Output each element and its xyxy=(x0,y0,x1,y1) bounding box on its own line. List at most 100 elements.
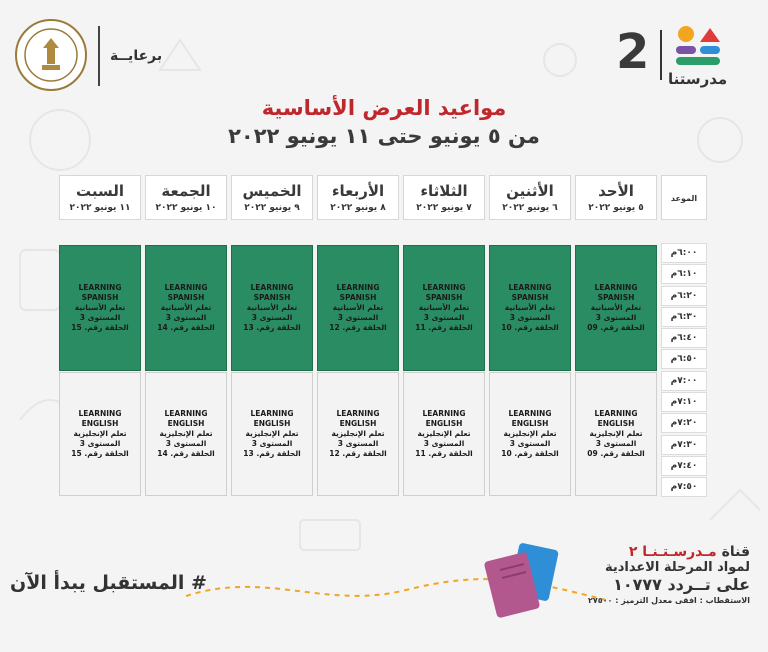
program-episode: الحلقة رقم. 10 xyxy=(501,323,559,332)
program-title-ar: تعلم الأسبانية xyxy=(74,303,126,312)
day-name: الثلاثاء xyxy=(420,182,468,200)
program-title-ar: تعلم الإنجليزية xyxy=(331,429,385,438)
program-episode: الحلقة رقم. 14 xyxy=(157,323,215,332)
program-episode: الحلقة رقم. 10 xyxy=(501,449,559,458)
program-block-spanish: LEARNING SPANISH تعلم الأسبانية المستوى … xyxy=(317,245,399,371)
dashed-path-decoration xyxy=(186,578,606,601)
time-slot: ٦:٤٠م xyxy=(661,328,707,349)
program-level: المستوى 3 xyxy=(79,313,121,322)
day-name: الأحد xyxy=(598,182,634,200)
program-episode: الحلقة رقم. 11 xyxy=(415,449,473,458)
program-block-spanish: LEARNING SPANISH تعلم الأسبانية المستوى … xyxy=(59,245,141,371)
program-level: المستوى 3 xyxy=(165,313,207,322)
program-title-en: LEARNING SPANISH xyxy=(336,283,380,302)
reception-info: الاستقطاب : افقى معدل الترميز : ٢٧٥٠٠ xyxy=(587,596,750,605)
program-title-ar: تعلم الإنجليزية xyxy=(589,429,643,438)
time-slot: ٦:١٠م xyxy=(661,264,707,285)
day-date: ٦ يونيو ٢٠٢٢ xyxy=(502,203,558,213)
day-name: الأثنين xyxy=(506,182,554,200)
time-slot: ٧:٤٠م xyxy=(661,455,707,476)
logo-wordmark: مدرستنا xyxy=(668,70,728,88)
program-block-english: LEARNING ENGLISH تعلم الإنجليزية المستوى… xyxy=(231,372,313,496)
time-slot: ٧:٠٠م xyxy=(661,370,707,391)
day-date: ١٠ يونيو ٢٠٢٢ xyxy=(155,203,217,213)
program-title-en: LEARNING ENGLISH xyxy=(336,409,380,428)
sponsor-divider xyxy=(98,26,100,86)
channel-subjects: لمواد المرحلة الاعدادية xyxy=(604,560,750,575)
program-level: المستوى 3 xyxy=(509,313,551,322)
program-title-en: LEARNING SPANISH xyxy=(78,283,122,302)
program-title-ar: تعلم الأسبانية xyxy=(332,303,384,312)
sponsor-label: برعايــة xyxy=(110,48,163,64)
program-level: المستوى 3 xyxy=(423,313,465,322)
program-episode: الحلقة رقم. 13 xyxy=(243,323,301,332)
program-block-english: LEARNING ENGLISH تعلم الإنجليزية المستوى… xyxy=(575,372,657,496)
logo-number: 2 xyxy=(616,24,650,80)
program-title-en: LEARNING ENGLISH xyxy=(78,409,122,428)
program-episode: الحلقة رقم. 12 xyxy=(329,449,387,458)
logo-divider xyxy=(660,30,662,80)
time-slot: ٧:٢٠م xyxy=(661,413,707,434)
program-block-english: LEARNING ENGLISH تعلم الإنجليزية المستوى… xyxy=(403,372,485,496)
time-slot: ٧:١٠م xyxy=(661,392,707,413)
program-block-spanish: LEARNING SPANISH تعلم الأسبانية المستوى … xyxy=(145,245,227,371)
day-header-friday: الجمعة ١٠ يونيو ٢٠٢٢ xyxy=(145,175,227,220)
channel-name-line: قناة مـدرسـتـنـا ٢ xyxy=(580,544,750,560)
time-column: ٦:٠٠م ٦:١٠م ٦:٢٠م ٦:٣٠م ٦:٤٠م ٦:٥٠م ٧:٠٠… xyxy=(661,243,707,499)
day-header-sunday: الأحد ٥ يونيو ٢٠٢٢ xyxy=(575,175,657,220)
program-block-english: LEARNING ENGLISH تعلم الإنجليزية المستوى… xyxy=(317,372,399,496)
program-level: المستوى 3 xyxy=(165,439,207,448)
day-header-saturday: السبت ١١ يونيو ٢٠٢٢ xyxy=(59,175,141,220)
program-block-spanish: LEARNING SPANISH تعلم الأسبانية المستوى … xyxy=(231,245,313,371)
program-episode: الحلقة رقم. 12 xyxy=(329,323,387,332)
program-block-english: LEARNING ENGLISH تعلم الإنجليزية المستوى… xyxy=(145,372,227,496)
program-level: المستوى 3 xyxy=(595,313,637,322)
hashtag-slogan: # المستقبل يبدأ الآن xyxy=(10,572,207,594)
day-name: الجمعة xyxy=(161,182,211,200)
program-block-spanish: LEARNING SPANISH تعلم الأسبانية المستوى … xyxy=(403,245,485,371)
day-date: ٨ يونيو ٢٠٢٢ xyxy=(330,203,386,213)
program-level: المستوى 3 xyxy=(595,439,637,448)
program-episode: الحلقة رقم. 14 xyxy=(157,449,215,458)
books-icon xyxy=(484,543,559,618)
channel-prefix: قناة xyxy=(716,544,750,560)
program-title-en: LEARNING ENGLISH xyxy=(250,409,294,428)
program-title-ar: تعلم الإنجليزية xyxy=(417,429,471,438)
page-subtitle: من ٥ يونيو حتى ١١ يونيو ٢٠٢٢ xyxy=(228,124,540,148)
program-title-en: LEARNING ENGLISH xyxy=(594,409,638,428)
channel-info: قناة مـدرسـتـنـا ٢ لمواد المرحلة الاعداد… xyxy=(580,544,750,605)
program-level: المستوى 3 xyxy=(423,439,465,448)
program-block-spanish: LEARNING SPANISH تعلم الأسبانية المستوى … xyxy=(575,245,657,371)
time-slot: ٦:٥٠م xyxy=(661,349,707,370)
program-title-en: LEARNING ENGLISH xyxy=(422,409,466,428)
program-level: المستوى 3 xyxy=(79,439,121,448)
time-slot: ٦:٣٠م xyxy=(661,306,707,327)
program-title-en: LEARNING SPANISH xyxy=(250,283,294,302)
program-episode: الحلقة رقم. 15 xyxy=(71,449,129,458)
program-level: المستوى 3 xyxy=(251,439,293,448)
program-title-en: LEARNING SPANISH xyxy=(594,283,638,302)
day-name: الأربعاء xyxy=(331,182,385,200)
program-episode: الحلقة رقم. 09 xyxy=(587,449,645,458)
channel-logo: 2 مدرستنا xyxy=(616,22,746,92)
program-level: المستوى 3 xyxy=(337,439,379,448)
program-title-ar: تعلم الأسبانية xyxy=(590,303,642,312)
day-date: ٥ يونيو ٢٠٢٢ xyxy=(588,203,644,213)
program-title-en: LEARNING SPANISH xyxy=(508,283,552,302)
program-title-ar: تعلم الأسبانية xyxy=(246,303,298,312)
program-episode: الحلقة رقم. 13 xyxy=(243,449,301,458)
program-title-ar: تعلم الأسبانية xyxy=(504,303,556,312)
program-level: المستوى 3 xyxy=(509,439,551,448)
time-slot: ٧:٣٠م xyxy=(661,434,707,455)
ministry-seal-icon xyxy=(15,19,87,91)
program-block-english: LEARNING ENGLISH تعلم الإنجليزية المستوى… xyxy=(59,372,141,496)
program-level: المستوى 3 xyxy=(251,313,293,322)
program-title-en: LEARNING ENGLISH xyxy=(164,409,208,428)
program-title-ar: تعلم الإنجليزية xyxy=(73,429,127,438)
program-title-ar: تعلم الأسبانية xyxy=(418,303,470,312)
program-title-ar: تعلم الإنجليزية xyxy=(245,429,299,438)
channel-frequency: على تــردد ١٠٧٧٧ xyxy=(613,575,750,594)
time-slot: ٧:٥٠م xyxy=(661,477,707,498)
day-date: ١١ يونيو ٢٠٢٢ xyxy=(69,203,131,213)
madrasatna-logo-icon xyxy=(676,26,720,65)
